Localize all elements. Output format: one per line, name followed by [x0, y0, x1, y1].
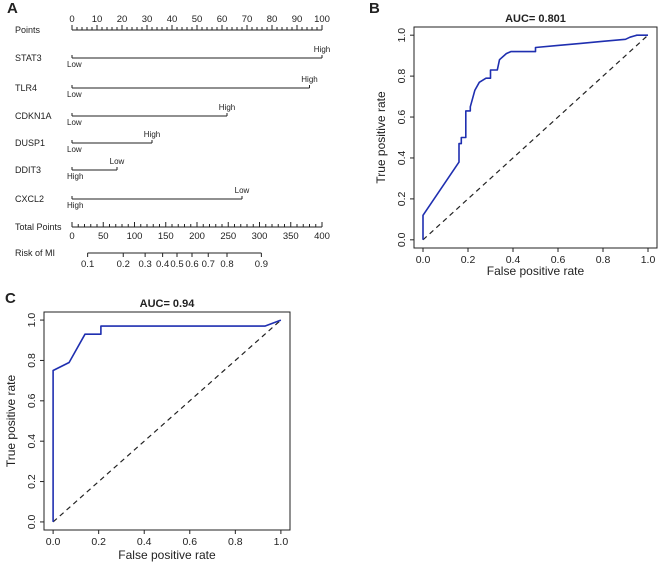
- x-axis-label: False positive rate: [487, 264, 585, 278]
- nomogram-panel: Points 0 10 20 30 40 50 60 70 80 90 100 STAT3 Low High…: [15, 14, 330, 270]
- variable-end-label: High: [144, 130, 160, 139]
- y-tick-label: 1.0: [396, 28, 408, 43]
- y-tick-label: 0.4: [26, 434, 38, 449]
- variable-start-label: Low: [67, 90, 82, 99]
- y-tick-label: 0.2: [26, 474, 38, 489]
- panel-letter-c: C: [5, 290, 16, 307]
- total-points-tick-label: 50: [98, 231, 109, 242]
- y-tick-label: 0.8: [396, 69, 408, 84]
- variable-end-label: High: [219, 103, 235, 112]
- y-tick-label: 1.0: [26, 313, 38, 328]
- risk-tick-label: 0.6: [185, 259, 198, 270]
- reference-diagonal: [52, 319, 282, 523]
- variable-end-label: Low: [110, 157, 125, 166]
- plot-frame: [43, 311, 291, 531]
- x-tick-label: 1.0: [274, 536, 289, 548]
- plot-frame: [413, 26, 658, 249]
- points-tick-label: 30: [142, 14, 153, 25]
- variable-label-cxcl2: CXCL2: [15, 194, 44, 204]
- variable-start-label: Low: [67, 60, 82, 69]
- variable-end-label: High: [314, 45, 330, 54]
- points-tick-label: 0: [69, 14, 74, 25]
- points-tick-label: 40: [167, 14, 178, 25]
- y-tick-label: 0.4: [396, 151, 408, 166]
- points-tick-label: 20: [117, 14, 128, 25]
- points-axis-label: Points: [15, 25, 41, 35]
- total-points-tick-label: 250: [220, 231, 236, 242]
- x-tick-label: 0.6: [551, 254, 566, 266]
- y-tick-label: 0.0: [26, 514, 38, 529]
- y-tick-label: 0.2: [396, 191, 408, 206]
- x-tick-label: 0.4: [506, 254, 521, 266]
- y-tick-label: 0.8: [26, 353, 38, 368]
- x-tick-label: 0.0: [46, 536, 61, 548]
- x-axis-label: False positive rate: [118, 548, 216, 562]
- variable-label-stat3: STAT3: [15, 53, 42, 63]
- y-tick-label: 0.6: [26, 393, 38, 408]
- points-tick-label: 70: [242, 14, 253, 25]
- risk-tick-label: 0.8: [220, 259, 233, 270]
- points-tick-label: 90: [292, 14, 303, 25]
- variable-start-label: High: [67, 172, 83, 181]
- panel-letter-b: B: [369, 0, 380, 17]
- points-tick-label: 50: [192, 14, 203, 25]
- roc-panel-c: AUC= 0.94 0.0 0.2 0.4 0.6 0.8 1.0 0.0 0.2 0.4 0.6 0…: [4, 298, 291, 562]
- variable-end-label: Low: [235, 186, 250, 195]
- y-tick-label: 0.0: [396, 232, 408, 247]
- risk-tick-label: 0.7: [202, 259, 215, 270]
- total-points-tick-label: 150: [158, 231, 174, 242]
- variable-label-ddit3: DDIT3: [15, 165, 41, 175]
- total-points-label: Total Points: [15, 222, 62, 232]
- risk-tick-label: 0.3: [139, 259, 152, 270]
- variable-start-label: High: [67, 201, 83, 210]
- roc-curve: [422, 34, 648, 240]
- y-tick-label: 0.6: [396, 110, 408, 125]
- x-tick-label: 0.2: [461, 254, 476, 266]
- total-points-tick-label: 0: [69, 231, 74, 242]
- y-axis-label: True positive rate: [374, 91, 388, 184]
- plot-title: AUC= 0.801: [505, 13, 566, 25]
- roc-curve: [52, 319, 282, 522]
- roc-panel-b: AUC= 0.801 0.0 0.2 0.4 0.6 0.8 1.0 0.0 0.2 0.4 0.6…: [374, 13, 658, 278]
- points-tick-label: 10: [92, 14, 103, 25]
- risk-tick-label: 0.1: [81, 259, 94, 270]
- variable-end-label: High: [301, 75, 317, 84]
- variable-label-dusp1: DUSP1: [15, 138, 45, 148]
- risk-tick-label: 0.4: [156, 259, 169, 270]
- x-tick-label: 0.6: [182, 536, 197, 548]
- reference-diagonal: [422, 34, 649, 241]
- risk-tick-label: 0.5: [170, 259, 183, 270]
- variable-start-label: Low: [67, 145, 82, 154]
- variable-start-label: Low: [67, 118, 82, 127]
- panel-letter-a: A: [7, 0, 18, 17]
- x-tick-label: 0.8: [596, 254, 611, 266]
- y-axis-label: True positive rate: [4, 375, 18, 468]
- total-points-tick-label: 100: [127, 231, 143, 242]
- x-tick-label: 0.4: [137, 536, 152, 548]
- total-points-tick-label: 400: [314, 231, 330, 242]
- risk-tick-label: 0.9: [255, 259, 268, 270]
- points-tick-label: 100: [314, 14, 330, 25]
- plot-title: AUC= 0.94: [140, 298, 196, 310]
- points-tick-label: 80: [267, 14, 278, 25]
- total-points-tick-label: 350: [283, 231, 299, 242]
- x-tick-label: 0.2: [91, 536, 106, 548]
- x-tick-label: 0.0: [416, 254, 431, 266]
- variable-label-cdkn1a: CDKN1A: [15, 111, 52, 121]
- variable-label-tlr4: TLR4: [15, 83, 37, 93]
- total-points-tick-label: 200: [189, 231, 205, 242]
- x-tick-label: 1.0: [641, 254, 656, 266]
- points-tick-label: 60: [217, 14, 228, 25]
- risk-axis-label: Risk of MI: [15, 248, 55, 258]
- x-tick-label: 0.8: [228, 536, 243, 548]
- risk-tick-label: 0.2: [117, 259, 130, 270]
- total-points-tick-label: 300: [252, 231, 268, 242]
